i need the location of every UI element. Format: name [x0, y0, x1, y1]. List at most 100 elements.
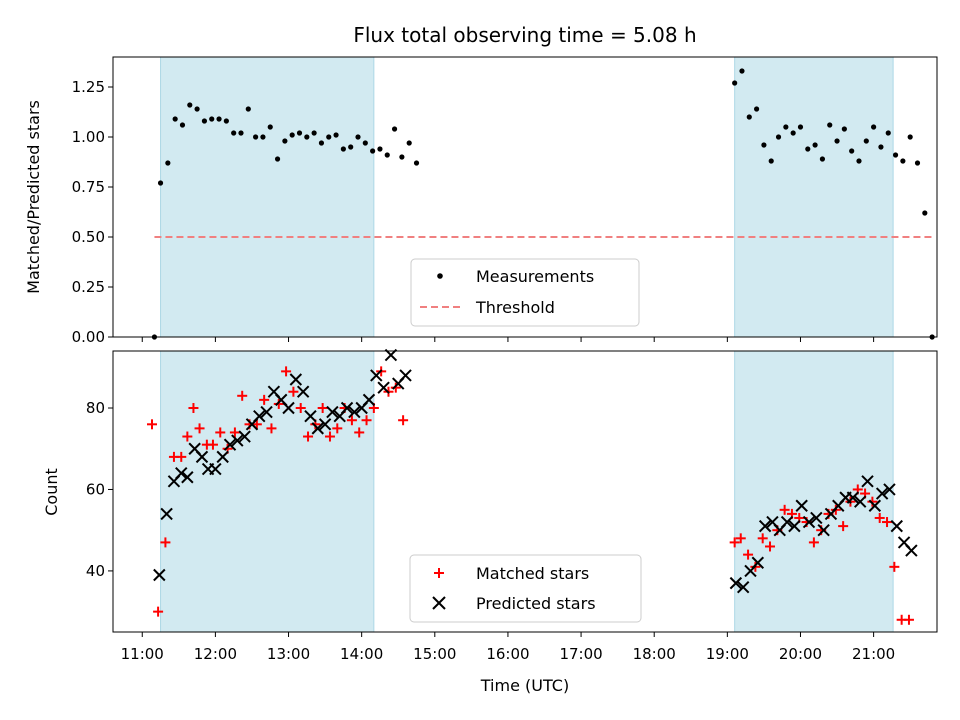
- x-b: [861, 475, 874, 488]
- predicted-star-point: [195, 450, 209, 464]
- predicted-star-point: [181, 471, 194, 484]
- matched-star-point: [281, 366, 292, 377]
- measurement-point: [157, 180, 164, 186]
- matched-star-point: [160, 537, 171, 548]
- x-b: [788, 519, 801, 533]
- ratio-legend-box: [410, 258, 640, 327]
- measurement-point: [260, 134, 266, 140]
- measurement-point: [384, 152, 390, 158]
- measurement-point: [746, 114, 752, 120]
- x-tick-label: 19:00: [706, 645, 749, 663]
- predicted-star-point: [846, 491, 860, 504]
- predicted-star-point: [758, 519, 772, 533]
- x-b: [260, 405, 273, 419]
- x-b: [377, 381, 390, 394]
- measurement-point: [289, 132, 295, 138]
- x-b: [875, 487, 889, 500]
- x-b: [160, 507, 173, 521]
- measurement-point: [892, 152, 899, 158]
- matched-star-point: [757, 533, 768, 544]
- measurement-point: [739, 68, 745, 74]
- legend-predicted-marker: [432, 596, 446, 610]
- predicted-star-point: [905, 544, 918, 557]
- x-b: [846, 491, 860, 504]
- matched-star-point: [273, 398, 284, 409]
- measurement-point: [900, 158, 906, 164]
- predicted-star-point: [362, 393, 376, 407]
- matched-star-point: [229, 427, 240, 438]
- matched-star-point: [743, 549, 754, 560]
- x-b: [868, 499, 882, 512]
- measurement-point: [209, 116, 215, 122]
- x-b: [890, 519, 903, 533]
- y-tick-label: 80: [86, 399, 105, 417]
- x-tick-label: 12:00: [194, 645, 237, 663]
- measurement-point: [216, 116, 222, 122]
- x-b: [795, 499, 808, 512]
- matched-star-point: [251, 419, 262, 430]
- measurement-point: [340, 146, 346, 152]
- measurement-point: [377, 146, 383, 152]
- measurement-point: [753, 106, 760, 112]
- matched-star-point: [765, 541, 776, 552]
- measurement-point: [834, 138, 840, 144]
- chart-title: Flux total observing time = 5.08 h: [353, 23, 696, 47]
- legend-matched-label: Matched stars: [476, 564, 589, 583]
- x-b: [296, 385, 310, 398]
- predicted-star-point: [729, 576, 743, 590]
- x-b: [326, 405, 339, 419]
- matched-star-point: [808, 537, 819, 548]
- measurement-point: [370, 148, 376, 154]
- x-b: [275, 393, 288, 407]
- matched-star-point: [259, 394, 270, 405]
- measurement-point: [231, 130, 237, 136]
- predicted-star-point: [311, 422, 324, 435]
- matched-star-point: [215, 427, 226, 438]
- ratio-y-axis: 0.00 0.25 0.50 0.75 1.00 1.25: [72, 78, 113, 346]
- predicted-star-point: [861, 475, 874, 488]
- legend-measurements-label: Measurements: [476, 267, 594, 286]
- measurement-point: [179, 122, 186, 128]
- ratio-x-ticks: [141, 337, 875, 342]
- measurement-point: [841, 126, 847, 132]
- measurement-point: [267, 124, 273, 130]
- measurement-point: [856, 158, 862, 164]
- x-b: [209, 462, 222, 476]
- x-b: [802, 515, 816, 529]
- x-b: [153, 568, 166, 582]
- count-y-axis-label: Count: [42, 468, 61, 516]
- measurement-point: [245, 106, 251, 112]
- x-b: [181, 471, 194, 484]
- x-b: [853, 495, 867, 508]
- count-y-axis: 40 60 80: [86, 399, 113, 580]
- x-b: [736, 580, 750, 594]
- x-b: [253, 409, 266, 423]
- ratio-series: [151, 68, 935, 340]
- x-b: [399, 369, 412, 382]
- measurement-point: [907, 134, 913, 140]
- measurement-point: [819, 156, 826, 162]
- measurement-point: [885, 130, 891, 136]
- x-tick-label: 13:00: [267, 645, 310, 663]
- predicted-star-point: [340, 401, 354, 415]
- predicted-star-point: [209, 462, 222, 476]
- measurement-point: [761, 142, 767, 148]
- x-b: [766, 515, 779, 529]
- predicted-star-point: [868, 499, 882, 512]
- predicted-star-point: [160, 507, 173, 521]
- predicted-star-point: [223, 438, 237, 451]
- measurement-point: [311, 130, 317, 136]
- predicted-star-point: [282, 401, 295, 415]
- ratio-y-axis-label: Matched/Predicted stars: [24, 100, 43, 294]
- matched-star-point: [889, 561, 900, 572]
- predicted-star-point: [216, 450, 229, 464]
- ratio-plot-frame: [112, 56, 938, 338]
- matched-star-point: [182, 431, 193, 442]
- measurement-point: [871, 124, 877, 130]
- measurement-point: [399, 154, 405, 160]
- x-b: [362, 393, 376, 407]
- y-tick-label: 0.25: [72, 278, 105, 296]
- measurement-point: [863, 138, 869, 144]
- measurement-point: [333, 132, 339, 138]
- matched-star-point: [303, 431, 314, 442]
